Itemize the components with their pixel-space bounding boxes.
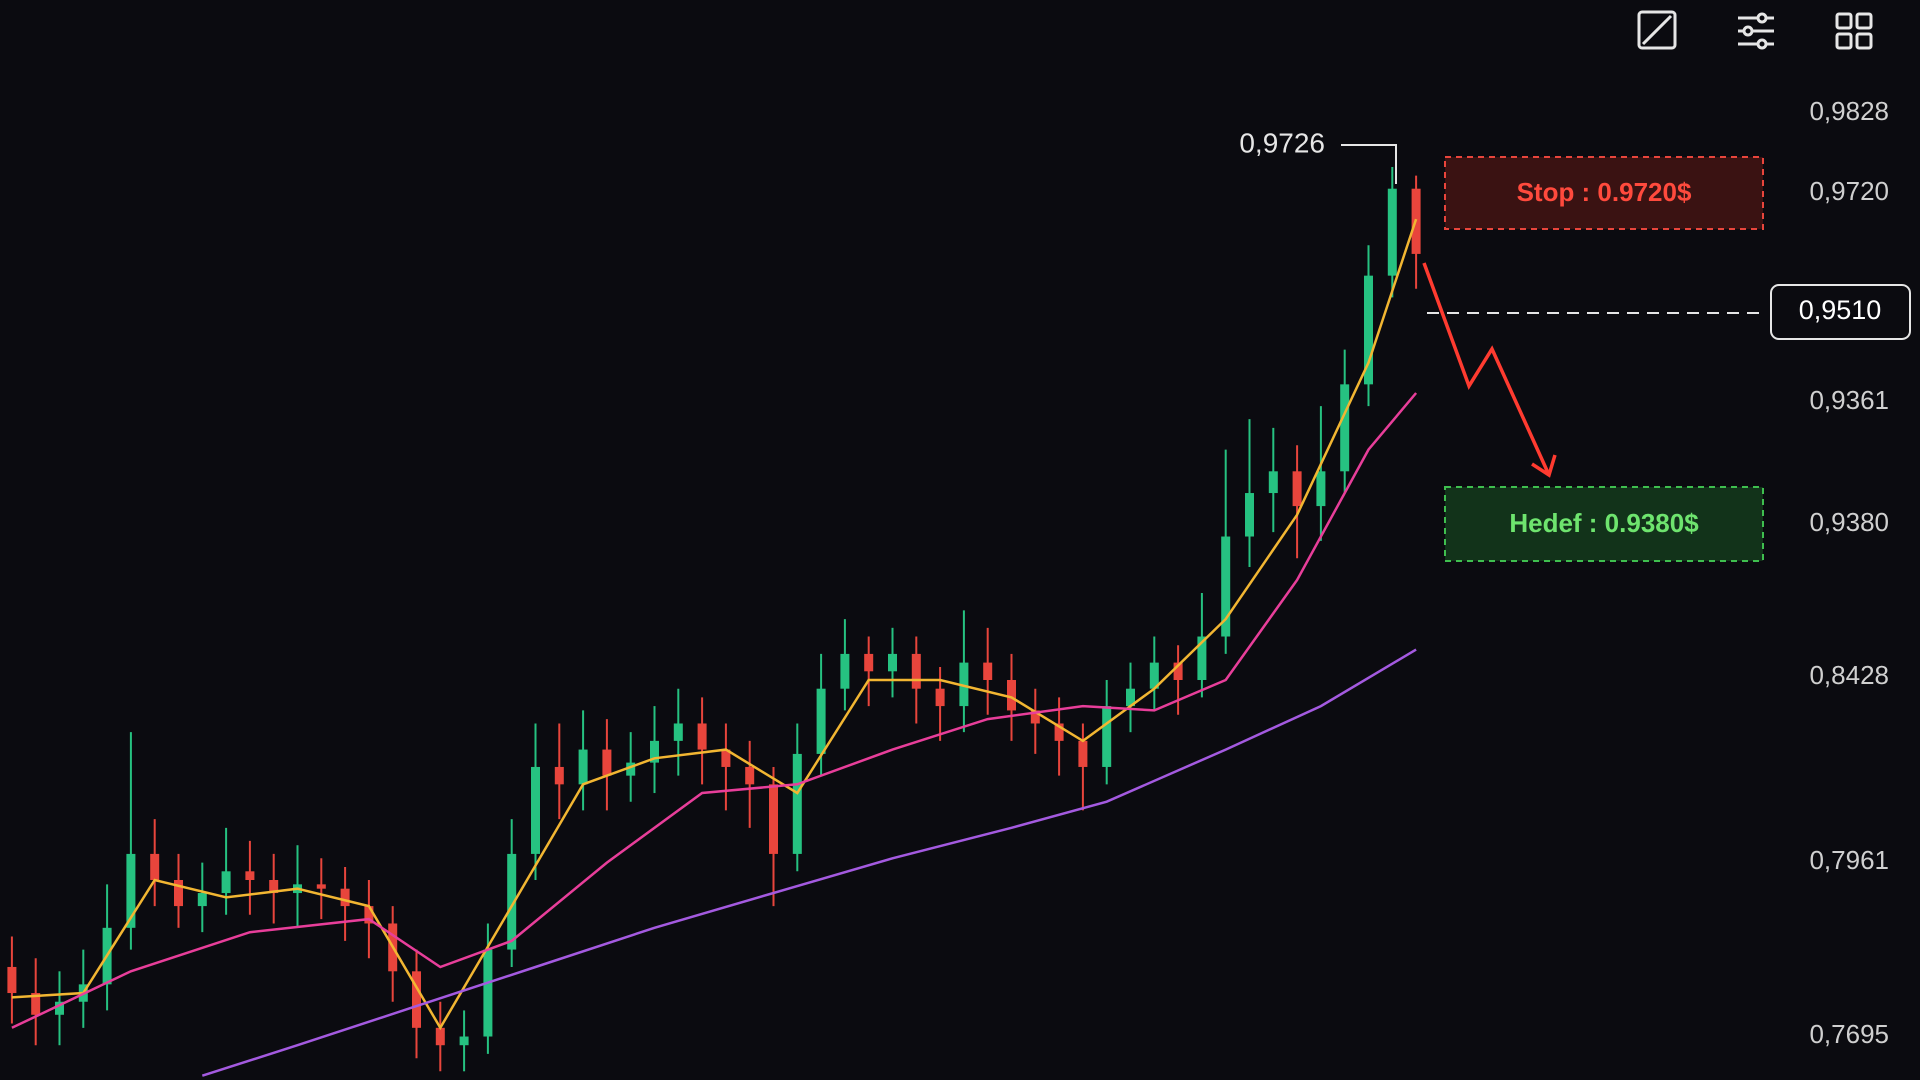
layout-icon[interactable] [1835,12,1873,50]
moving-average [11,218,1418,1031]
y-tick-label: 0,7695 [1809,1019,1889,1049]
candle-body [1126,688,1135,707]
candle-body [1292,471,1302,507]
candle-body [1245,493,1254,537]
stop-label: Stop : 0.9720$ [1517,177,1692,207]
candle-body [769,784,778,854]
candle-body [507,853,517,950]
candle-body [1078,740,1088,767]
candle-body [650,740,659,763]
candle-body [1340,384,1350,472]
candle-body [697,723,707,750]
moving-average [201,648,1417,1077]
candle-body [840,653,850,689]
y-tick-label: 0,9380 [1809,507,1889,537]
candle-body [745,766,755,785]
stop-box [1444,156,1764,230]
candle-body [959,662,969,707]
candle-body [554,766,564,785]
current-price-box [1770,284,1911,340]
target-label: Hedef : 0.9380$ [1509,508,1699,538]
candle-body [126,853,136,928]
candle-body [1007,680,1016,711]
candle-body [221,871,231,894]
candle-body [197,893,207,907]
candle-body [578,749,588,785]
candle-body [1197,636,1207,680]
candle-body [1149,662,1159,689]
draw-icon[interactable] [1637,10,1677,50]
high-bracket [1341,144,1397,184]
candle-body [1173,662,1183,680]
price-axis: 0,9828 0,9720 0,9510 0,9361 0,9380 0,8428 0,79… [1799,96,1889,1049]
candle-body [269,880,279,894]
candle-body [150,853,160,880]
candle-body [983,662,993,680]
y-tick-label: 0,9720 [1809,176,1889,206]
candle-body [340,888,350,907]
candle-body [245,871,255,880]
moving-average [11,392,1418,1029]
candle-body [1221,536,1231,637]
candle-body [435,1027,445,1046]
current-price-label: 0,9510 [1799,295,1882,325]
candle-body [1054,723,1064,741]
candle-body [888,653,897,672]
candle-body [721,749,731,767]
candle-body [316,884,326,889]
y-tick-label: 0,9828 [1809,96,1889,126]
projection-arrow [1422,262,1551,476]
plot [7,166,1421,1077]
candle-body [7,966,17,994]
y-tick-label: 0,7961 [1809,845,1889,875]
candle-body [31,993,41,1015]
candle-body [483,949,493,1037]
candle-body [816,688,826,754]
candle-body [55,1001,64,1015]
candle-body [864,653,874,672]
candle-body [531,766,540,854]
candle-body [412,971,421,1028]
candle-body [1364,275,1373,385]
candle-body [1387,188,1397,276]
candle-body [673,723,683,741]
y-tick-label: 0,8428 [1809,660,1889,690]
candle-body [1268,471,1278,494]
candle-body [626,762,636,776]
toolbar [1637,10,1873,50]
candle-body [792,753,802,854]
candle-body [911,653,921,689]
arrow-head [1531,454,1557,478]
y-tick-label: 0,9361 [1809,385,1889,415]
candle-body [602,749,612,776]
candle-body [364,906,374,924]
high-label: 0,9726 [1239,127,1325,158]
target-box [1444,486,1764,562]
candle-body [1030,710,1040,724]
candle-body [1316,471,1326,507]
candle-body [459,1036,469,1046]
candle-body [174,880,183,907]
candle-body [1102,706,1112,767]
candle-body [935,688,945,707]
settings-icon[interactable] [1738,12,1774,50]
